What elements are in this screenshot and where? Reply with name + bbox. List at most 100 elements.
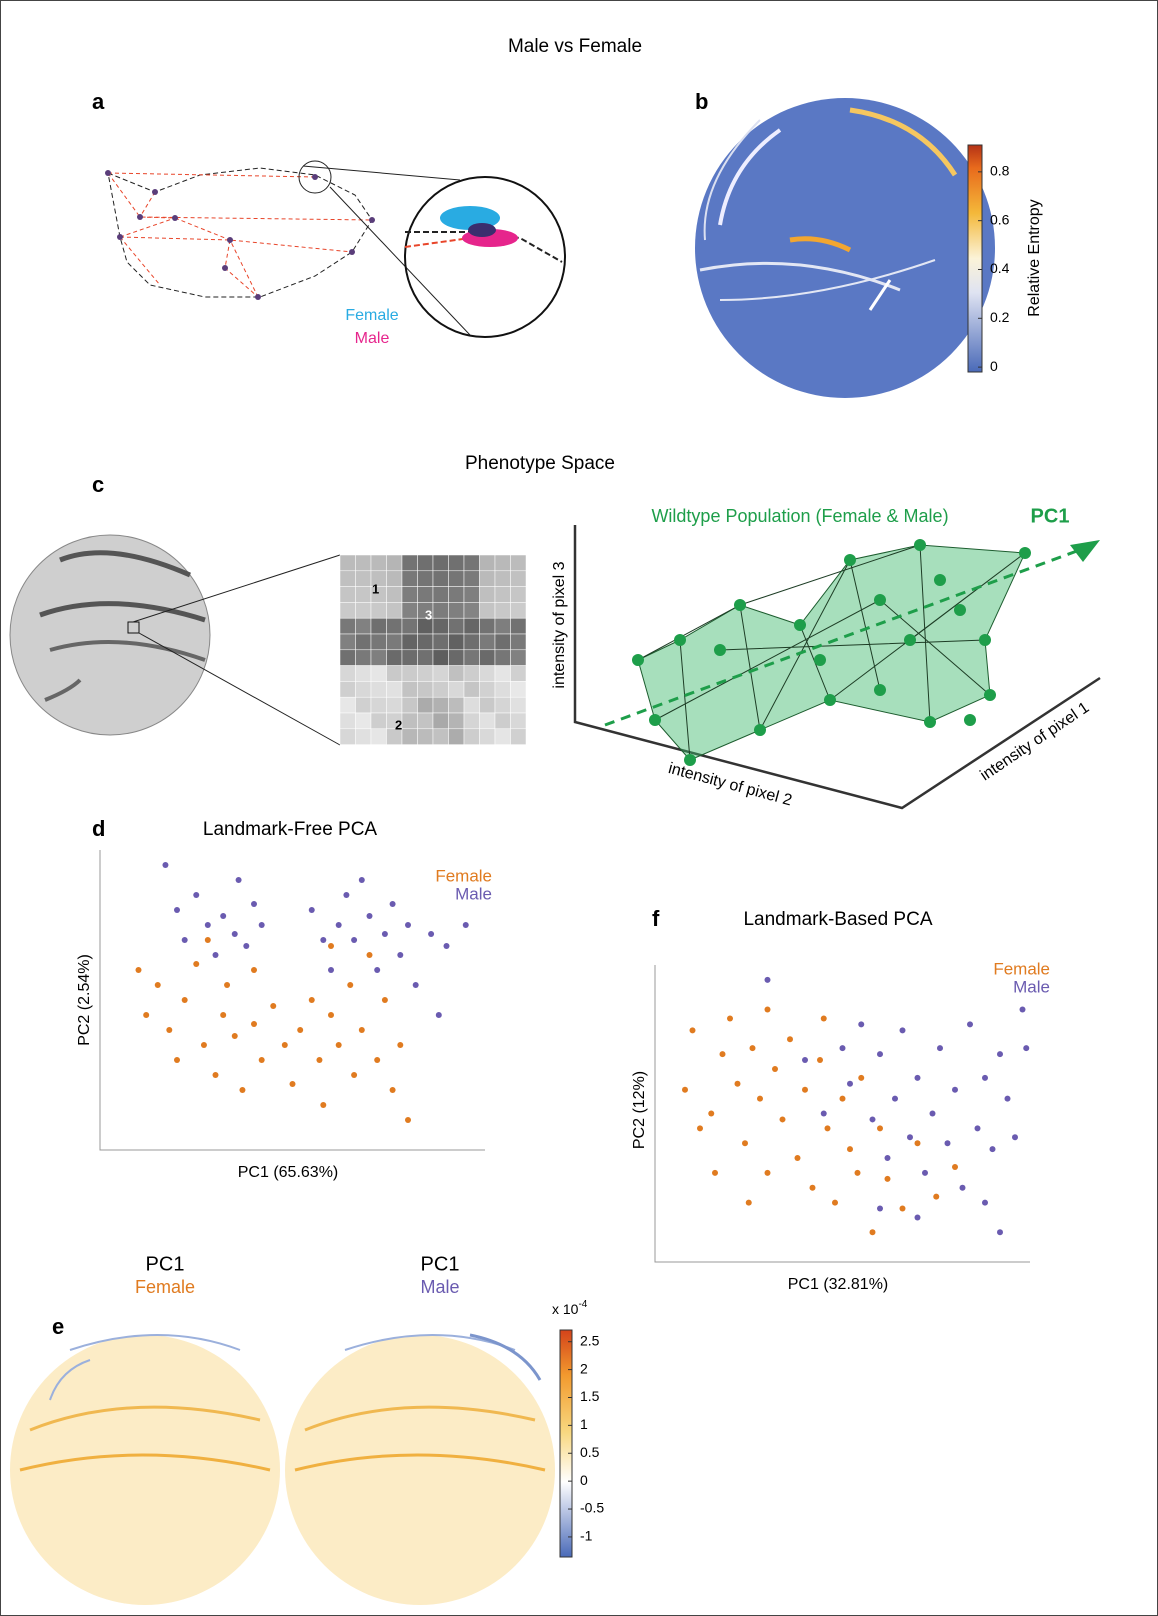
point — [870, 1229, 876, 1235]
pixel — [356, 713, 372, 729]
pixel — [387, 697, 403, 713]
point — [251, 967, 257, 973]
pixel — [480, 697, 496, 713]
pixel — [449, 650, 465, 666]
pixel — [402, 587, 418, 603]
point — [960, 1185, 966, 1191]
colorbar-label: Relative Entropy — [1026, 199, 1043, 316]
legend-female: Female — [345, 307, 398, 324]
point — [1023, 1045, 1029, 1051]
point — [251, 1021, 257, 1027]
point — [232, 931, 238, 937]
point — [162, 862, 168, 868]
pixel — [371, 666, 387, 682]
pixel — [371, 650, 387, 666]
pixel — [511, 602, 527, 618]
point — [750, 1045, 756, 1051]
point — [982, 1200, 988, 1206]
pixel — [464, 618, 480, 634]
colorbar-tick-label: 2 — [580, 1360, 588, 1376]
point — [359, 877, 365, 883]
wing-landmarks — [105, 161, 565, 337]
point — [155, 982, 161, 988]
colorbar-tick-label: 0.6 — [990, 211, 1010, 227]
pixel — [356, 587, 372, 603]
pixel — [340, 697, 356, 713]
colorbar-tick-label: 0.8 — [990, 163, 1010, 179]
legend-entry: Male — [1013, 977, 1050, 996]
point — [757, 1096, 763, 1102]
point — [877, 1206, 883, 1212]
panel-label: d — [92, 816, 105, 841]
point — [336, 1042, 342, 1048]
pixel — [402, 602, 418, 618]
point — [907, 1134, 913, 1140]
point — [712, 1170, 718, 1176]
point — [444, 943, 450, 949]
point — [997, 1229, 1003, 1235]
point — [952, 1087, 958, 1093]
point — [802, 1057, 808, 1063]
pixel — [433, 681, 449, 697]
pixel — [495, 666, 511, 682]
pixel — [449, 587, 465, 603]
point — [885, 1155, 891, 1161]
x-axis-label: PC1 (32.81%) — [788, 1276, 889, 1293]
chart-title: Landmark-Based PCA — [743, 909, 932, 930]
legend-male: Male — [355, 330, 390, 347]
point — [374, 967, 380, 973]
pixel — [340, 602, 356, 618]
pixel — [402, 697, 418, 713]
pixel — [387, 681, 403, 697]
point — [746, 1200, 752, 1206]
colorbar-multiplier: x 10-4 — [552, 1299, 588, 1317]
pixel — [464, 650, 480, 666]
pixel — [495, 602, 511, 618]
point — [975, 1125, 981, 1131]
point — [220, 1012, 226, 1018]
pixel — [418, 681, 434, 697]
pixel — [449, 681, 465, 697]
pixel — [511, 681, 527, 697]
point — [220, 913, 226, 919]
pixel — [480, 681, 496, 697]
panel-label: a — [92, 89, 105, 114]
point — [930, 1111, 936, 1117]
point — [174, 907, 180, 913]
population-label: Wildtype Population (Female & Male) — [651, 506, 948, 526]
point — [900, 1027, 906, 1033]
colorbar — [560, 1330, 572, 1557]
point — [915, 1214, 921, 1220]
pixel — [371, 634, 387, 650]
pixel — [464, 666, 480, 682]
point — [405, 1117, 411, 1123]
colorbar-tick-label: 0 — [990, 358, 998, 374]
phenotype-space — [575, 525, 1100, 808]
point — [967, 1021, 973, 1027]
point — [463, 922, 469, 928]
pixel — [418, 587, 434, 603]
multiplier: x 10 — [552, 1301, 579, 1317]
point — [359, 1027, 365, 1033]
pixel — [340, 713, 356, 729]
pixel — [480, 602, 496, 618]
pixel — [495, 587, 511, 603]
point — [351, 1072, 357, 1078]
pixel — [480, 587, 496, 603]
point — [952, 1164, 958, 1170]
point — [765, 977, 771, 983]
pixel — [495, 571, 511, 587]
panel-label: f — [652, 906, 660, 931]
pc-maps — [10, 1335, 555, 1605]
point — [877, 1125, 883, 1131]
point — [232, 1033, 238, 1039]
pixel — [480, 634, 496, 650]
pixel — [402, 571, 418, 587]
point — [885, 1176, 891, 1182]
point — [765, 1170, 771, 1176]
pixel — [511, 587, 527, 603]
point — [708, 1111, 714, 1117]
colorbar-tick-label: 0 — [580, 1472, 588, 1488]
panel-label: e — [52, 1314, 64, 1339]
